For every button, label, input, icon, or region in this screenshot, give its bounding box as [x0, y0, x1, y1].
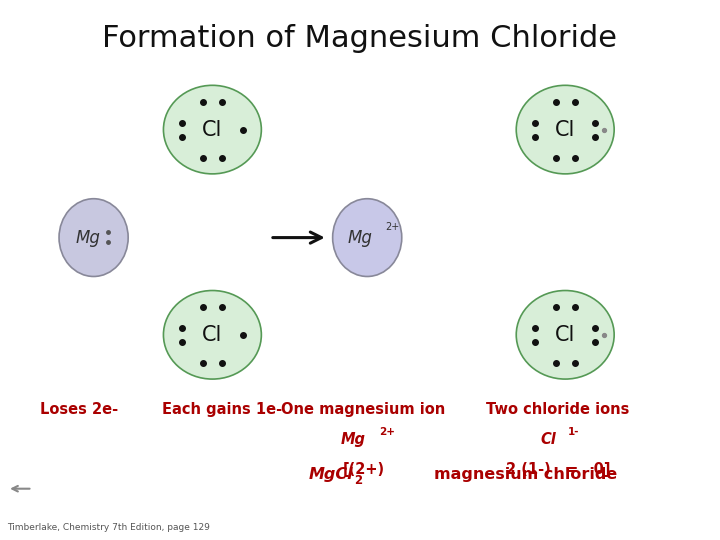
- Text: Two chloride ions: Two chloride ions: [486, 402, 630, 417]
- Text: magnesium chloride: magnesium chloride: [434, 467, 617, 482]
- Ellipse shape: [163, 291, 261, 379]
- Ellipse shape: [163, 85, 261, 174]
- Ellipse shape: [516, 291, 614, 379]
- Text: Cl: Cl: [202, 325, 222, 345]
- Text: Mg: Mg: [76, 228, 100, 247]
- Text: Mg: Mg: [348, 228, 372, 247]
- Text: [(2+): [(2+): [343, 462, 384, 477]
- Text: 2: 2: [354, 474, 362, 487]
- Text: Loses 2e-: Loses 2e-: [40, 402, 118, 417]
- Text: One magnesium ion: One magnesium ion: [282, 402, 446, 417]
- Text: Formation of Magnesium Chloride: Formation of Magnesium Chloride: [102, 24, 618, 53]
- Text: Mg: Mg: [341, 432, 365, 447]
- Text: Cl: Cl: [541, 432, 557, 447]
- Text: Timberlake, Chemistry 7th Edition, page 129: Timberlake, Chemistry 7th Edition, page …: [7, 523, 210, 532]
- Text: Cl: Cl: [555, 119, 575, 140]
- Ellipse shape: [59, 199, 128, 276]
- Text: MgCl: MgCl: [308, 467, 353, 482]
- Text: 1-: 1-: [567, 427, 579, 437]
- Text: Each gains 1e-: Each gains 1e-: [162, 402, 282, 417]
- Ellipse shape: [333, 199, 402, 276]
- Text: 2 (1-)   =   0]: 2 (1-) = 0]: [505, 462, 611, 477]
- Text: Cl: Cl: [555, 325, 575, 345]
- Ellipse shape: [516, 85, 614, 174]
- Text: 2+: 2+: [379, 427, 395, 437]
- Text: 2+: 2+: [385, 222, 400, 232]
- Text: Cl: Cl: [202, 119, 222, 140]
